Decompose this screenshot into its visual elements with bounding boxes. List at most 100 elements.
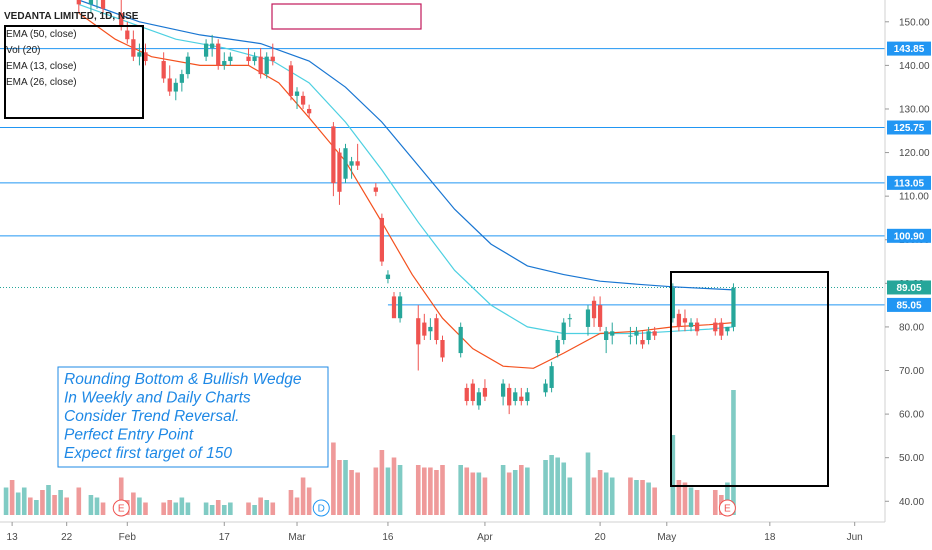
candle [585, 305, 591, 336]
candle [676, 309, 682, 332]
y-tick-label: 60.00 [899, 410, 924, 421]
volume-bar [609, 477, 615, 515]
y-tick-label: 70.00 [899, 366, 924, 377]
volume-bar [349, 470, 354, 515]
candle [307, 104, 312, 118]
candle-body [337, 152, 342, 192]
y-tick-label: 80.00 [899, 322, 924, 333]
candle-body [179, 74, 184, 83]
volume-bar [228, 502, 233, 515]
candle-body [252, 56, 257, 62]
candle-body [76, 0, 81, 5]
candle-body [567, 318, 572, 320]
candle-body [561, 322, 566, 340]
candle-body [349, 161, 354, 166]
volume-bar [422, 467, 427, 515]
candle [137, 43, 142, 66]
breakout-highlight-box[interactable] [670, 271, 829, 487]
candle-body [652, 331, 657, 336]
volume-bar [300, 477, 306, 515]
volume-bar [46, 485, 51, 515]
candle [385, 270, 391, 284]
candle-body [119, 13, 124, 27]
x-tick-label: 18 [764, 532, 776, 543]
volume-bar [161, 502, 166, 515]
volume-bar [567, 477, 573, 515]
candle [713, 318, 718, 336]
candle [264, 52, 269, 79]
y-tick-label: 130.00 [899, 104, 930, 115]
volume-bar [209, 505, 215, 515]
candle-body [464, 387, 469, 402]
candle-body [549, 366, 554, 388]
candle-body [634, 331, 639, 336]
event-marker-label: D [318, 504, 325, 515]
candle-body [416, 318, 421, 345]
ema50-line [78, 0, 734, 291]
candle-body [676, 313, 682, 327]
legend-highlight-box[interactable] [4, 25, 144, 119]
horizontal-levels[interactable] [0, 48, 885, 306]
volume-bar [458, 465, 463, 515]
candle [604, 326, 609, 354]
candle [373, 183, 378, 197]
level-value: 113.05 [894, 178, 924, 189]
event-marker-label: E [118, 504, 125, 515]
candle-body [670, 287, 675, 319]
candle [343, 143, 348, 184]
candle-body [203, 43, 209, 57]
candle-body [137, 52, 142, 57]
candle-body [470, 383, 475, 402]
candle-body [610, 331, 615, 336]
volume-bar [682, 482, 688, 515]
candle-body [264, 56, 269, 75]
x-tick-label: Jun [847, 532, 863, 543]
candle [185, 52, 191, 79]
candle [519, 387, 524, 406]
candle [434, 313, 439, 345]
volume-bar [391, 457, 397, 515]
candle [646, 326, 651, 345]
candle [640, 331, 645, 349]
volume-bar [464, 467, 470, 515]
candle [725, 326, 730, 336]
candle-body [173, 82, 178, 92]
empty-drawing-box[interactable] [271, 3, 422, 30]
last-price-badge [887, 280, 931, 295]
candle-body [385, 274, 391, 279]
candle-body [476, 392, 481, 406]
event-marker [112, 499, 130, 517]
volume-bar [397, 465, 403, 515]
candle-body [713, 322, 718, 332]
candle-body [719, 322, 724, 336]
candle-body [294, 91, 300, 96]
volume-bar [270, 502, 276, 515]
level-badge [887, 120, 931, 135]
candle-body [397, 296, 403, 319]
volume-bar [264, 500, 270, 515]
x-tick-label: 20 [595, 532, 607, 543]
candle-body [525, 392, 530, 402]
level-value: 85.05 [896, 300, 921, 311]
candle [100, 0, 106, 14]
volume-bar [173, 502, 179, 515]
annotation-box[interactable] [57, 366, 329, 468]
volume-bar [373, 467, 379, 515]
candle-body [688, 322, 694, 327]
level-labels: 143.85 125.75 113.05 100.90 85.05 89.05 [887, 41, 931, 312]
candle [228, 52, 233, 66]
time-axis[interactable]: 13 22 Feb 17 Mar 16 Apr 20 May 18 Jun [7, 522, 863, 543]
candle-body [270, 56, 275, 62]
volume-bar [52, 495, 57, 515]
candle-body [216, 43, 221, 66]
volume-bar [379, 450, 385, 515]
volume-bar [246, 502, 251, 515]
volume-bar [143, 502, 148, 515]
candle-body [258, 56, 263, 75]
volume-bar [88, 495, 94, 515]
volume-bar [306, 487, 312, 515]
candle [355, 143, 360, 170]
candle-body [682, 318, 688, 323]
